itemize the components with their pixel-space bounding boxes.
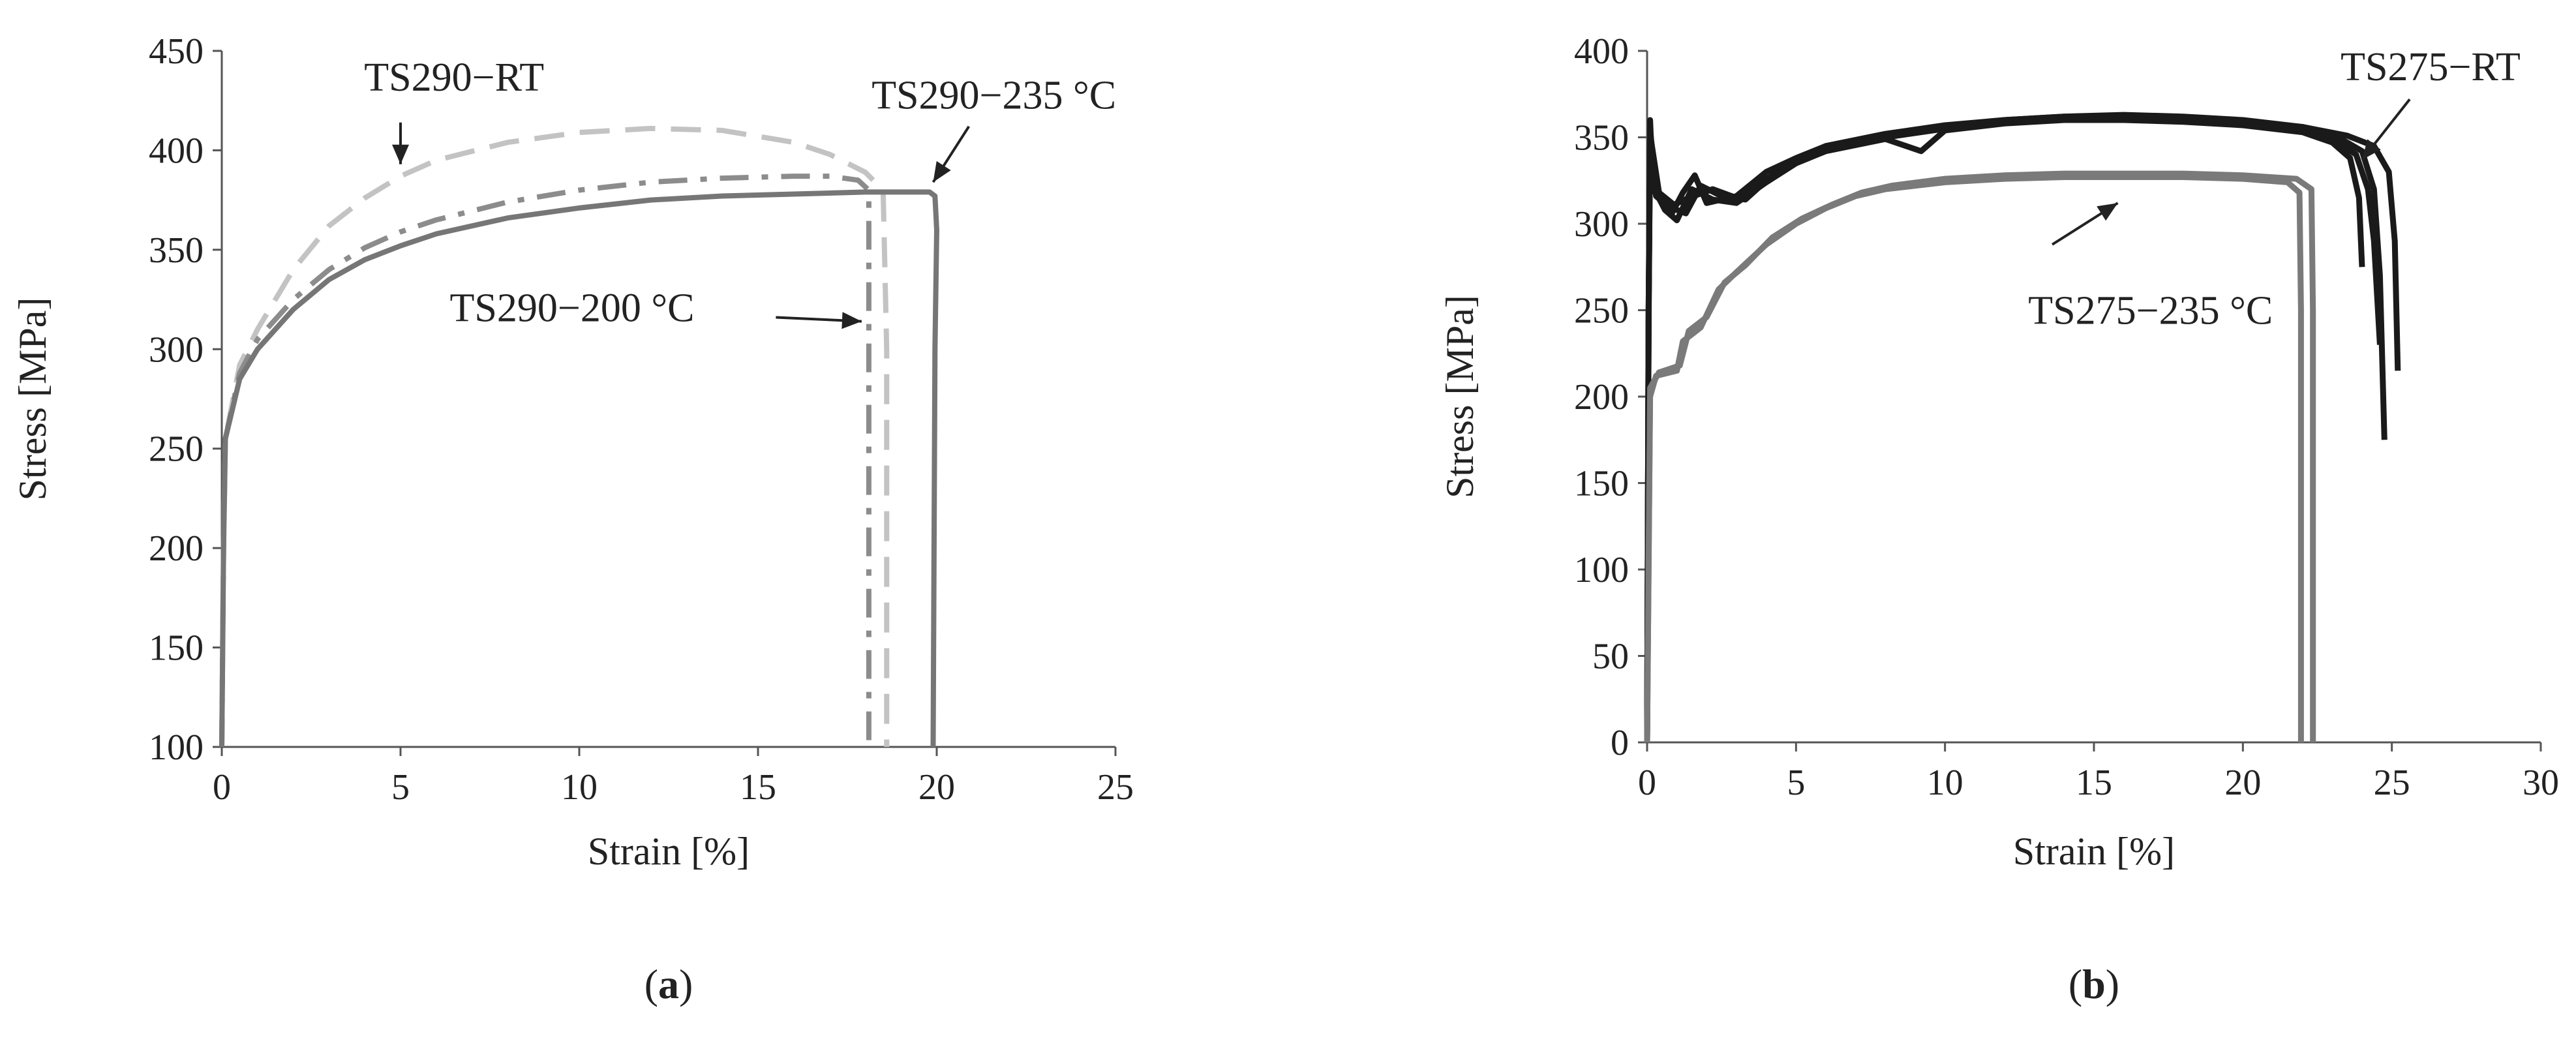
series-line (1644, 170, 2316, 743)
x-axis-label: Strain [%] (588, 830, 750, 873)
x-tick-label: 25 (1097, 767, 1134, 808)
y-tick-label: 150 (1574, 464, 1629, 504)
y-tick-label: 100 (149, 727, 204, 768)
x-tick-label: 5 (391, 767, 410, 808)
x-tick-label: 5 (1787, 763, 1805, 803)
chart-b: 0 5 10 15 20 25 30050100150200250300350400Stra… (1438, 31, 2559, 1007)
y-tick-label: 450 (149, 31, 204, 72)
panel-caption: (a) (644, 961, 693, 1007)
y-axis-label: Stress [MPa] (1438, 295, 1481, 498)
caption-part: ) (679, 961, 693, 1007)
annotation-arrowhead (2362, 139, 2381, 160)
x-axis-label: Strain [%] (2013, 830, 2175, 873)
caption-part: ( (2068, 961, 2082, 1007)
series-line (1644, 112, 2387, 743)
x-tick-label: 10 (1927, 763, 1963, 803)
annotation-label: TS290−200 °C (450, 286, 695, 331)
y-tick-label: 200 (149, 528, 204, 569)
annotation-label: TS275−RT (2341, 45, 2521, 89)
annotation-label: TS275−235 °C (2028, 289, 2273, 333)
x-tick-label: 30 (2523, 763, 2559, 803)
y-axis-label: Stress [MPa] (11, 297, 54, 501)
series-line (1644, 114, 2401, 743)
annotation-label: TS290−235 °C (871, 73, 1116, 117)
y-tick-label: 300 (149, 329, 204, 370)
y-tick-label: 250 (149, 429, 204, 470)
series-line (219, 189, 939, 748)
x-tick-label: 20 (2224, 763, 2261, 803)
y-tick-label: 50 (1592, 637, 1629, 677)
x-tick-label: 15 (2076, 763, 2112, 803)
y-tick-label: 100 (1574, 550, 1629, 590)
caption-part: ( (644, 961, 658, 1007)
caption-letter: b (2082, 961, 2106, 1007)
annotation-arrowhead (392, 144, 409, 164)
y-tick-label: 350 (149, 230, 204, 271)
y-tick-label: 400 (149, 130, 204, 171)
y-tick-label: 350 (1574, 118, 1629, 159)
y-tick-label: 0 (1611, 723, 1629, 763)
chart-a: 0 5 10 15 20 25 100 150 200 250 300 350 400 450 Strain… (11, 31, 1134, 1007)
y-tick-label: 300 (1574, 204, 1629, 245)
x-tick-label: 0 (213, 767, 231, 808)
x-tick-label: 0 (1638, 763, 1656, 803)
annotation-arrowhead (2097, 203, 2118, 221)
caption-part: ) (2106, 961, 2119, 1007)
annotation-arrowhead (841, 312, 862, 329)
annotation-arrowhead (933, 160, 951, 183)
x-tick-label: 15 (740, 767, 776, 808)
series-line (1644, 114, 2383, 743)
panel-caption: (b) (2068, 961, 2119, 1007)
y-tick-label: 200 (1574, 377, 1629, 417)
y-tick-label: 250 (1574, 291, 1629, 331)
series-line (219, 125, 890, 748)
x-tick-label: 25 (2374, 763, 2410, 803)
annotation-label: TS290−RT (364, 55, 544, 100)
series-line (1644, 117, 2365, 743)
y-tick-label: 400 (1574, 31, 1629, 72)
x-tick-label: 20 (918, 767, 955, 808)
y-tick-label: 150 (149, 628, 204, 669)
x-tick-label: 10 (561, 767, 598, 808)
series-line (219, 174, 871, 748)
caption-letter: a (658, 961, 679, 1007)
